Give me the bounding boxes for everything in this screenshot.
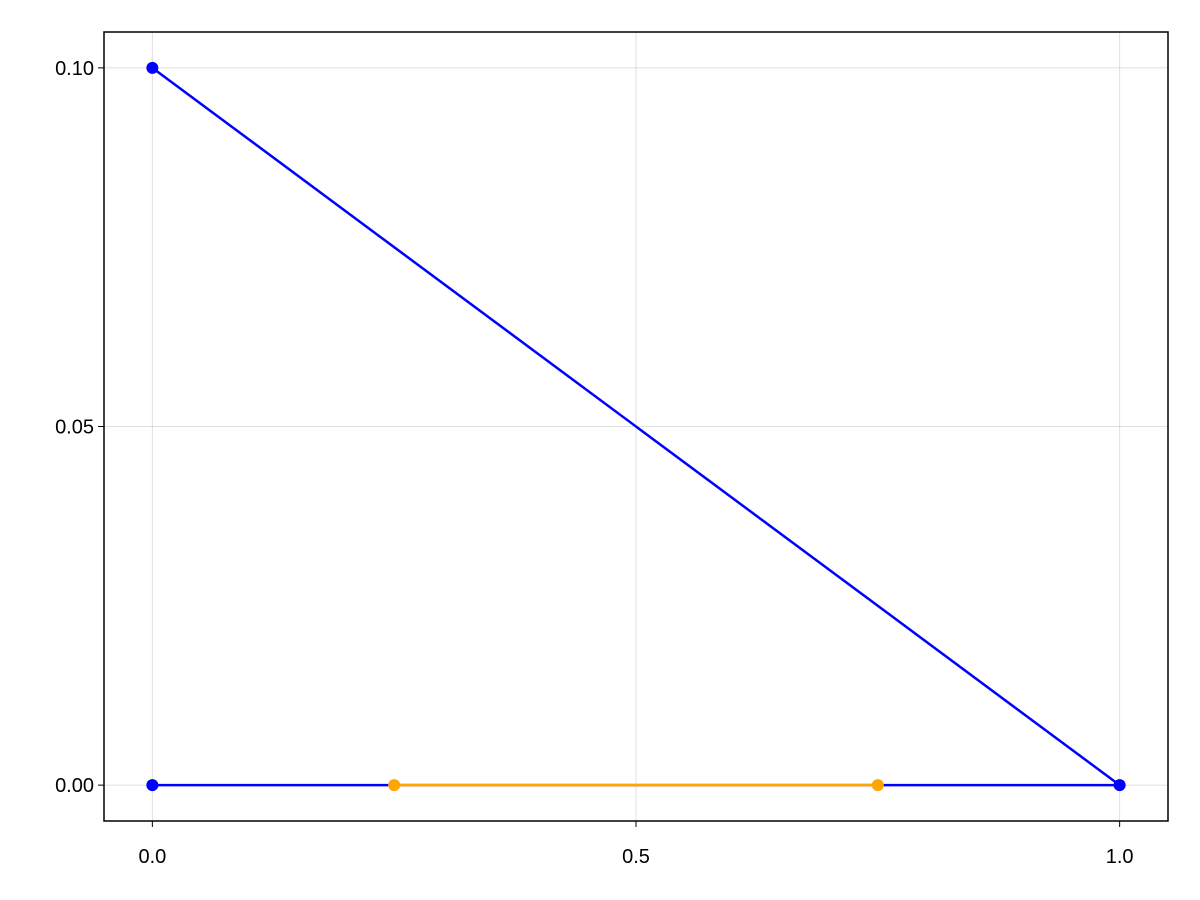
series-0-point bbox=[146, 779, 159, 792]
x-tick-label: 0.0 bbox=[138, 846, 166, 868]
x-tick-label: 0.5 bbox=[622, 846, 650, 868]
y-tick-label: 0.10 bbox=[55, 58, 94, 80]
series-1-point bbox=[871, 779, 884, 792]
plot-frame bbox=[103, 31, 1169, 822]
y-tick-label: 0.00 bbox=[55, 775, 94, 797]
series-0-point bbox=[146, 61, 159, 74]
series-0-point bbox=[1113, 779, 1126, 792]
x-tick-label: 1.0 bbox=[1106, 846, 1134, 868]
y-tick-label: 0.05 bbox=[55, 417, 94, 439]
series-1-point bbox=[388, 779, 401, 792]
